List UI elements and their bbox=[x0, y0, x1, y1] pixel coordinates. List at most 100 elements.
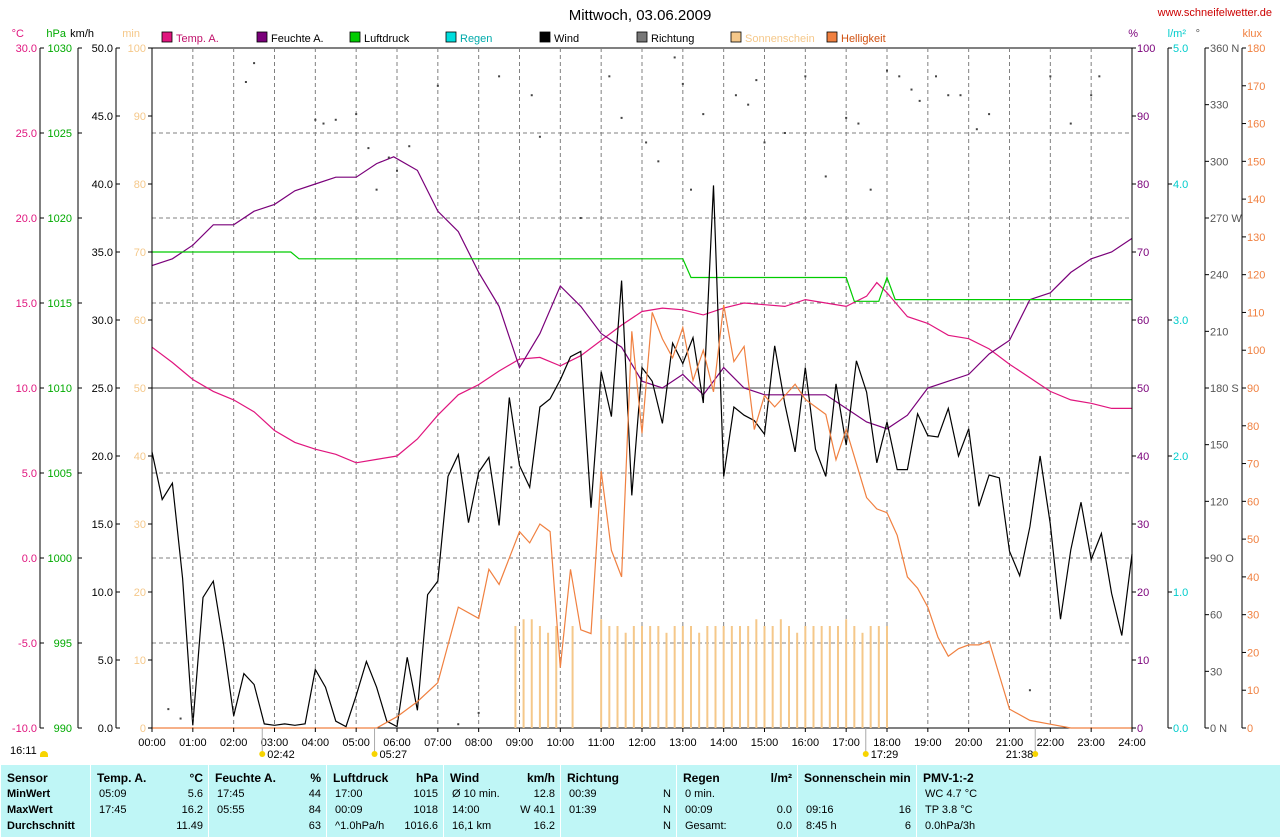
stats-column: Richtung 00:39 N 01:39 N N bbox=[560, 765, 677, 837]
direction-point bbox=[387, 156, 390, 159]
pressure-tick-label: 1005 bbox=[48, 468, 72, 480]
direction-tick-label: 30 bbox=[1210, 666, 1222, 678]
direction-point bbox=[886, 69, 888, 72]
x-tick-label: 16:00 bbox=[792, 737, 820, 749]
direction-point bbox=[477, 711, 480, 714]
x-tick-label: 18:00 bbox=[873, 737, 901, 749]
wind-tick-label: 35.0 bbox=[92, 247, 113, 259]
sunshine-tick-label: 50 bbox=[134, 383, 146, 395]
brightness-tick-label: 170 bbox=[1247, 81, 1265, 93]
rain-tick-label: 5.0 bbox=[1173, 43, 1188, 55]
direction-point bbox=[734, 94, 737, 97]
sunshine-unit-label: min bbox=[122, 28, 140, 40]
stats-cell-time: 17:00 bbox=[335, 788, 363, 800]
x-tick-label: 08:00 bbox=[465, 737, 493, 749]
stats-cell-value: 1016.6 bbox=[404, 820, 438, 832]
stats-cell-time: ^1.0hPa/h bbox=[335, 820, 385, 832]
legend-item-label: Feuchte A. bbox=[271, 33, 324, 45]
stats-cell-time: 00:09 bbox=[685, 804, 713, 816]
rain-unit-label: l/m² bbox=[1168, 28, 1187, 40]
x-tick-label: 14:00 bbox=[710, 737, 738, 749]
stats-column: Feuchte A.% 17:45 44 05:55 84 63 bbox=[208, 765, 327, 837]
stats-row-label: MaxWert bbox=[7, 804, 53, 816]
humidity-unit-label: % bbox=[1128, 28, 1138, 40]
stats-cell-value: 0.0 bbox=[776, 804, 792, 816]
x-tick-label: 05:00 bbox=[342, 737, 370, 749]
stats-cell-time: 00:39 bbox=[569, 788, 597, 800]
stats-cell-time: 16,1 km bbox=[452, 820, 492, 832]
stats-cell-value: 6 bbox=[904, 820, 911, 832]
wind-tick-label: 25.0 bbox=[92, 383, 113, 395]
wind-tick-label: 0.0 bbox=[98, 723, 113, 735]
humidity-tick-label: 40 bbox=[1137, 451, 1149, 463]
direction-point bbox=[498, 75, 501, 78]
x-tick-label: 22:00 bbox=[1037, 737, 1065, 749]
sunshine-tick-label: 60 bbox=[134, 315, 146, 327]
direction-tick-label: 270 W bbox=[1210, 213, 1242, 225]
stats-cell-value: 16.2 bbox=[533, 820, 555, 832]
legend-item-label: Wind bbox=[554, 33, 579, 45]
stats-cell-time: 8:45 h bbox=[806, 820, 837, 832]
temp-tick-label: 0.0 bbox=[22, 553, 37, 565]
stats-cell-value: 11.49 bbox=[176, 820, 203, 832]
sunset-time-label: 17:29 bbox=[871, 749, 899, 761]
direction-tick-label: 150 bbox=[1210, 440, 1228, 452]
direction-point bbox=[645, 141, 648, 144]
pressure-tick-label: 1000 bbox=[48, 553, 72, 565]
stats-row-label: Durchschnitt bbox=[7, 820, 75, 832]
stats-cell-value: W 40.1 bbox=[520, 804, 555, 816]
legend-swatch bbox=[826, 31, 838, 43]
direction-point bbox=[1090, 94, 1093, 97]
direction-point bbox=[673, 56, 676, 59]
direction-point bbox=[436, 84, 439, 87]
brightness-tick-label: 180 bbox=[1247, 43, 1265, 55]
axes: 30.025.020.015.010.05.00.0-5.0-10.010301… bbox=[12, 28, 1266, 761]
moonset-icon bbox=[1032, 751, 1039, 757]
brightness-tick-label: 30 bbox=[1247, 610, 1259, 622]
stats-cell-time: Ø 10 min. bbox=[452, 788, 500, 800]
chart-title: Mittwoch, 03.06.2009 bbox=[569, 7, 712, 24]
weather-chart: 30.025.020.015.010.05.00.0-5.0-10.010301… bbox=[12, 7, 1272, 761]
luftdruck-line bbox=[152, 251, 1132, 302]
direction-point bbox=[1049, 75, 1052, 78]
x-tick-label: 10:00 bbox=[547, 737, 575, 749]
stats-cell-time: 0 min. bbox=[685, 788, 715, 800]
wind-tick-label: 5.0 bbox=[98, 655, 113, 667]
direction-point bbox=[1028, 689, 1031, 692]
direction-point bbox=[375, 188, 378, 191]
x-tick-label: 07:00 bbox=[424, 737, 452, 749]
stats-column-unit: km/h bbox=[526, 771, 555, 785]
temp-unit-label: °C bbox=[12, 28, 24, 40]
moonrise-time-label: 02:42 bbox=[267, 749, 295, 761]
wind-tick-label: 50.0 bbox=[92, 43, 113, 55]
direction-point bbox=[191, 717, 194, 720]
direction-tick-label: 90 O bbox=[1210, 553, 1234, 565]
direction-point bbox=[959, 94, 962, 97]
direction-point bbox=[253, 62, 256, 65]
humidity-tick-label: 60 bbox=[1137, 315, 1149, 327]
direction-point bbox=[334, 118, 337, 121]
stats-column-header: Regen bbox=[683, 771, 720, 785]
stats-cell-time: 0.0hPa/3h bbox=[925, 820, 976, 832]
rain-tick-label: 2.0 bbox=[1173, 451, 1188, 463]
brightness-tick-label: 80 bbox=[1247, 421, 1259, 433]
stats-column: PMV-1:-2 WC 4.7 °C TP 3.8 °C 0.0hPa/3h bbox=[916, 765, 1017, 837]
x-tick-label: 01:00 bbox=[179, 737, 207, 749]
brightness-tick-label: 150 bbox=[1247, 156, 1265, 168]
legend-item-label: Luftdruck bbox=[364, 33, 410, 45]
website-link[interactable]: www.schneifelwetter.de bbox=[1157, 7, 1272, 19]
x-tick-label: 23:00 bbox=[1077, 737, 1105, 749]
brightness-unit-label: klux bbox=[1242, 28, 1262, 40]
stats-column-header: Feuchte A. bbox=[215, 771, 276, 785]
direction-point bbox=[918, 99, 921, 102]
direction-point bbox=[690, 188, 692, 191]
legend-swatch bbox=[445, 31, 457, 43]
stats-column-unit: l/m² bbox=[770, 771, 792, 785]
wind-tick-label: 40.0 bbox=[92, 179, 113, 191]
stats-column: Wind km/h Ø 10 min. 12.8 14:00 W 40.1 16,1 km 1… bbox=[443, 765, 561, 837]
stats-cell-value: N bbox=[663, 804, 671, 816]
direction-tick-label: 300 bbox=[1210, 156, 1228, 168]
rain-tick-label: 4.0 bbox=[1173, 179, 1188, 191]
sunshine-bars bbox=[514, 619, 888, 728]
stats-column: Temp. A. °C 05:09 5.6 17:45 16.2 11.49 bbox=[90, 765, 209, 837]
